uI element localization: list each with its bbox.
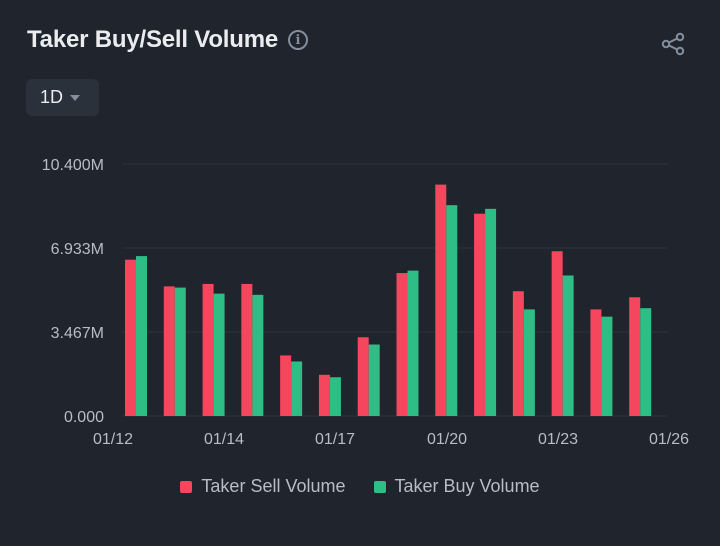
x-tick-label: 01/23: [538, 431, 578, 448]
period-dropdown[interactable]: 1D: [26, 79, 99, 116]
chart-title: Taker Buy/Sell Volume: [27, 26, 278, 53]
x-tick-label: 01/14: [204, 431, 244, 448]
legend-item-sell[interactable]: Taker Sell Volume: [180, 476, 346, 497]
bar-buy[interactable]: [136, 256, 147, 416]
bar-buy[interactable]: [174, 287, 186, 416]
bar-sell[interactable]: [551, 251, 563, 416]
bar-buy[interactable]: [329, 377, 341, 416]
bar-sell[interactable]: [474, 213, 486, 416]
x-tick-label: 01/20: [427, 431, 467, 448]
bar-sell[interactable]: [590, 309, 602, 416]
bar-sell[interactable]: [512, 291, 524, 416]
x-tick-label: 01/12: [93, 431, 133, 448]
bar-buy[interactable]: [640, 308, 652, 416]
bar-buy[interactable]: [446, 205, 458, 416]
bar-sell[interactable]: [280, 355, 292, 416]
legend-label-sell: Taker Sell Volume: [201, 476, 346, 496]
legend-item-buy[interactable]: Taker Buy Volume: [373, 476, 540, 497]
bar-buy[interactable]: [252, 294, 264, 416]
x-tick-label: 01/26: [649, 431, 689, 448]
share-icon[interactable]: [660, 32, 686, 56]
chevron-down-icon: [70, 94, 81, 101]
bar-buy[interactable]: [291, 361, 303, 416]
x-tick-label: 01/17: [315, 431, 355, 448]
bar-sell[interactable]: [202, 283, 214, 416]
bar-buy[interactable]: [407, 270, 419, 416]
y-tick-label: 3.467M: [51, 325, 104, 342]
bar-sell[interactable]: [241, 283, 253, 416]
bar-buy[interactable]: [213, 293, 225, 416]
bar-sell[interactable]: [357, 337, 369, 416]
period-label: 1D: [40, 87, 64, 107]
y-tick-label: 6.933M: [51, 241, 104, 258]
bar-sell[interactable]: [318, 374, 330, 416]
bar-buy[interactable]: [601, 316, 613, 416]
bar-buy[interactable]: [523, 309, 535, 416]
bar-sell[interactable]: [396, 273, 408, 416]
bar-buy[interactable]: [485, 208, 497, 416]
bar-sell[interactable]: [629, 297, 641, 416]
bar-sell[interactable]: [435, 184, 447, 416]
legend-swatch-buy: [373, 480, 386, 493]
bar-sell[interactable]: [125, 259, 136, 416]
info-icon[interactable]: i: [288, 30, 308, 50]
chart-header: Taker Buy/Sell Volume i: [27, 26, 308, 54]
bar-sell[interactable]: [163, 286, 175, 416]
bar-buy[interactable]: [368, 344, 380, 416]
legend-swatch-sell: [180, 480, 193, 493]
y-tick-label: 0.000: [64, 409, 104, 426]
chart-legend: Taker Sell Volume Taker Buy Volume: [0, 476, 720, 497]
bar-buy[interactable]: [562, 275, 574, 416]
y-tick-label: 10.400M: [42, 157, 104, 174]
legend-label-buy: Taker Buy Volume: [394, 476, 540, 496]
